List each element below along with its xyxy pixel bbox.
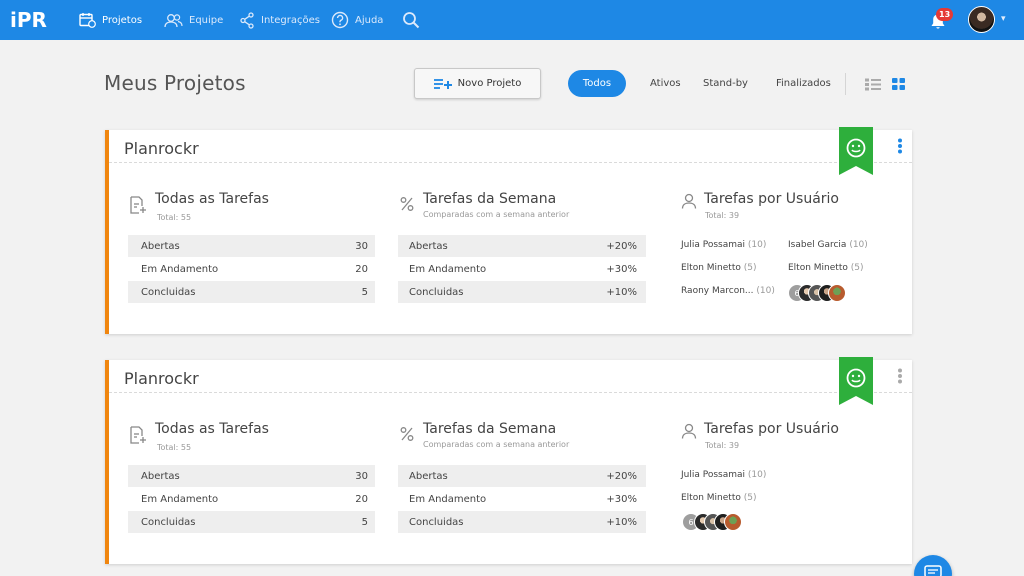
divider <box>845 73 846 95</box>
nav-projetos[interactable]: Projetos <box>79 0 142 40</box>
filter-todos[interactable]: Todos <box>568 70 626 97</box>
table-row: Concluidas +10% <box>398 281 646 303</box>
smile-icon <box>846 368 866 388</box>
filter-finalizados[interactable]: Finalizados <box>776 78 831 89</box>
table-row: Em Andamento 20 <box>141 263 368 275</box>
project-status-ribbon <box>839 127 873 175</box>
week-subtitle: Comparadas com a semana anterior <box>423 210 570 219</box>
nav-ajuda[interactable]: Ajuda <box>331 0 383 40</box>
user-icon <box>681 193 697 209</box>
tasks-icon <box>130 426 146 444</box>
table-row: Em Andamento 20 <box>141 493 368 505</box>
list-view-icon[interactable] <box>865 78 881 91</box>
user-item[interactable]: Isabel Garcia (10) <box>788 240 868 250</box>
app-logo[interactable]: iPR <box>10 8 47 32</box>
card-divider <box>109 162 912 163</box>
kebab-icon[interactable] <box>897 368 903 384</box>
nav-projetos-label: Projetos <box>102 14 143 26</box>
new-project-label: Novo Projeto <box>457 78 522 89</box>
project-name: Planrockr <box>124 369 199 388</box>
tasks-title: Todas as Tarefas <box>155 191 269 207</box>
avatar[interactable] <box>968 6 995 33</box>
users-title: Tarefas por Usuário <box>704 191 839 207</box>
nav-equipe-label: Equipe <box>189 14 224 26</box>
user-item[interactable]: Julia Possamai (10) <box>681 240 767 250</box>
nav-equipe[interactable]: Equipe <box>164 0 223 40</box>
new-project-button[interactable]: Novo Projeto <box>414 68 541 99</box>
user-item[interactable]: Elton Minetto (5) <box>788 263 864 273</box>
avatar-stack[interactable]: 6 <box>788 284 848 302</box>
calendar-icon <box>79 13 96 28</box>
search-button[interactable] <box>402 0 426 40</box>
integrations-icon <box>240 11 254 29</box>
grid-view-icon[interactable] <box>892 78 906 91</box>
project-card[interactable]: Planrockr Todas as Tarefas Total: 55 Abe… <box>105 127 912 334</box>
week-subtitle: Comparadas com a semana anterior <box>423 440 570 449</box>
tasks-subtitle: Total: 55 <box>157 443 192 452</box>
top-navbar: iPR Projetos Equipe Integrações Ajuda 13… <box>0 0 1024 40</box>
chat-button[interactable] <box>914 555 952 576</box>
table-row: Concluidas +10% <box>398 511 646 533</box>
users-subtitle: Total: 39 <box>705 211 740 220</box>
notification-badge: 13 <box>936 8 954 21</box>
page-title: Meus Projetos <box>104 71 246 95</box>
nav-integracoes-label: Integrações <box>261 14 320 26</box>
help-icon <box>331 11 349 29</box>
table-row: Abertas 30 <box>128 235 375 257</box>
week-title: Tarefas da Semana <box>423 421 557 437</box>
user-icon <box>681 423 697 439</box>
user-item[interactable]: Elton Minetto (5) <box>681 493 757 503</box>
tasks-icon <box>130 196 146 214</box>
team-icon <box>164 13 183 27</box>
avatar <box>828 284 846 302</box>
project-status-ribbon <box>839 357 873 405</box>
filter-stand-by[interactable]: Stand-by <box>703 78 748 89</box>
chat-icon <box>924 565 942 576</box>
card-divider <box>109 392 912 393</box>
users-title: Tarefas por Usuário <box>704 421 839 437</box>
user-item[interactable]: Raony Marcon... (10) <box>681 286 775 296</box>
users-subtitle: Total: 39 <box>705 441 740 450</box>
table-row: Abertas 30 <box>128 465 375 487</box>
add-list-icon <box>433 78 452 89</box>
user-item[interactable]: Elton Minetto (5) <box>681 263 757 273</box>
chevron-down-icon[interactable]: ▾ <box>1001 14 1006 24</box>
smile-icon <box>846 138 866 158</box>
week-title: Tarefas da Semana <box>423 191 557 207</box>
percent-icon <box>400 197 414 211</box>
table-row: Abertas +20% <box>398 465 646 487</box>
table-row: Abertas +20% <box>398 235 646 257</box>
kebab-icon[interactable] <box>897 138 903 154</box>
table-row: Concluidas 5 <box>128 511 375 533</box>
filter-ativos[interactable]: Ativos <box>650 78 681 89</box>
avatar-stack[interactable]: 6 <box>682 513 744 531</box>
search-icon <box>403 12 420 29</box>
nav-integracoes[interactable]: Integrações <box>240 0 320 40</box>
tasks-subtitle: Total: 55 <box>157 213 192 222</box>
table-row: Em Andamento +30% <box>409 493 637 505</box>
project-card[interactable]: Planrockr Todas as Tarefas Total: 55 Abe… <box>105 357 912 564</box>
tasks-title: Todas as Tarefas <box>155 421 269 437</box>
percent-icon <box>400 427 414 441</box>
user-item[interactable]: Julia Possamai (10) <box>681 470 767 480</box>
table-row: Concluidas 5 <box>128 281 375 303</box>
project-name: Planrockr <box>124 139 199 158</box>
avatar <box>724 513 742 531</box>
nav-ajuda-label: Ajuda <box>355 14 384 26</box>
table-row: Em Andamento +30% <box>409 263 637 275</box>
